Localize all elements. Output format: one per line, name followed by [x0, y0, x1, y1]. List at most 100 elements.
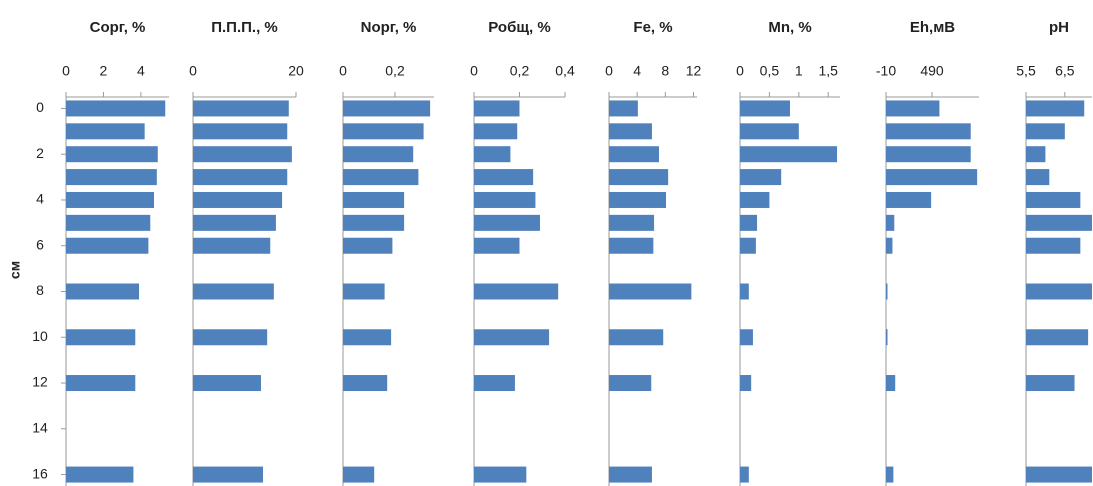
bar — [740, 100, 790, 117]
bar — [609, 191, 667, 208]
bar — [886, 123, 971, 140]
bar — [1026, 237, 1081, 254]
y-tick-label: 16 — [32, 465, 48, 481]
y-axis-label: см — [7, 261, 23, 279]
bar — [740, 191, 770, 208]
x-tick-label: 0,2 — [385, 63, 405, 79]
bar — [343, 466, 375, 483]
bar — [343, 146, 414, 163]
bar — [609, 214, 655, 231]
x-tick-label: 12 — [686, 63, 702, 79]
bar — [474, 214, 540, 231]
bar — [474, 375, 515, 392]
bar — [474, 466, 527, 483]
bar — [609, 123, 652, 140]
bar — [1026, 375, 1075, 392]
bar — [193, 100, 289, 117]
x-tick-label: 1 — [795, 63, 803, 79]
bar — [1026, 283, 1092, 300]
bar — [343, 375, 388, 392]
bar — [66, 123, 145, 140]
bar — [609, 146, 659, 163]
bar — [740, 237, 756, 254]
x-tick-label: 0 — [189, 63, 197, 79]
bar — [474, 191, 536, 208]
bar — [66, 466, 134, 483]
x-tick-label: 4 — [137, 63, 145, 79]
bar — [474, 100, 520, 117]
bar — [343, 283, 385, 300]
bar — [343, 237, 393, 254]
bar — [609, 237, 654, 254]
bar — [1026, 123, 1065, 140]
bar — [193, 123, 288, 140]
x-tick-label: 2 — [100, 63, 108, 79]
bar — [1026, 214, 1092, 231]
bar — [474, 329, 550, 346]
bar — [886, 169, 978, 186]
x-tick-label: 5,5 — [1016, 63, 1036, 79]
y-tick-label: 12 — [32, 374, 48, 390]
x-tick-label: 0 — [605, 63, 613, 79]
bar — [66, 375, 136, 392]
bar — [66, 100, 166, 117]
bar — [1026, 466, 1092, 483]
bar — [193, 169, 288, 186]
bar — [740, 214, 758, 231]
bar — [343, 123, 424, 140]
x-tick-label: 490 — [920, 63, 944, 79]
bar — [740, 466, 749, 483]
panel-title: П.П.П., % — [211, 19, 278, 36]
bar — [886, 466, 894, 483]
x-tick-label: 0 — [62, 63, 70, 79]
bar — [343, 214, 405, 231]
bar — [609, 100, 638, 117]
bar — [193, 237, 271, 254]
panel-title: Робщ, % — [488, 19, 550, 36]
y-tick-label: 0 — [36, 99, 44, 115]
bar — [886, 237, 893, 254]
bar — [886, 214, 895, 231]
x-tick-label: 0 — [339, 63, 347, 79]
bar — [886, 191, 932, 208]
bar — [1026, 191, 1081, 208]
bar — [343, 329, 392, 346]
y-tick-label: 10 — [32, 328, 48, 344]
y-tick-label: 6 — [36, 236, 44, 252]
panel-title: Eh,мВ — [910, 19, 955, 36]
bar — [474, 123, 518, 140]
bar — [343, 100, 431, 117]
bar — [343, 191, 405, 208]
y-tick-label: 14 — [32, 419, 48, 435]
bar — [886, 329, 888, 346]
x-tick-label: -10 — [876, 63, 896, 79]
bar — [609, 466, 652, 483]
x-tick-label: 0,4 — [555, 63, 575, 79]
bar — [886, 100, 940, 117]
x-tick-label: 0,5 — [760, 63, 780, 79]
x-tick-label: 0 — [736, 63, 744, 79]
bar — [886, 375, 896, 392]
bar — [66, 214, 151, 231]
bar — [193, 375, 261, 392]
x-tick-label: 4 — [633, 63, 641, 79]
bar — [1026, 100, 1085, 117]
y-tick-label: 2 — [36, 145, 44, 161]
bar — [474, 146, 511, 163]
bar — [740, 283, 749, 300]
bar — [193, 146, 292, 163]
bar — [66, 169, 157, 186]
bar — [1026, 146, 1046, 163]
bar — [609, 169, 669, 186]
x-tick-label: 0 — [470, 63, 478, 79]
bar — [193, 466, 264, 483]
bar — [474, 237, 520, 254]
panel-title: Fe, % — [633, 19, 672, 36]
y-tick-label: 4 — [36, 191, 44, 207]
bar — [740, 375, 752, 392]
bar — [740, 329, 753, 346]
panel-title: Сорг, % — [90, 19, 146, 36]
bar — [740, 146, 838, 163]
x-tick-label: 6,5 — [1055, 63, 1075, 79]
